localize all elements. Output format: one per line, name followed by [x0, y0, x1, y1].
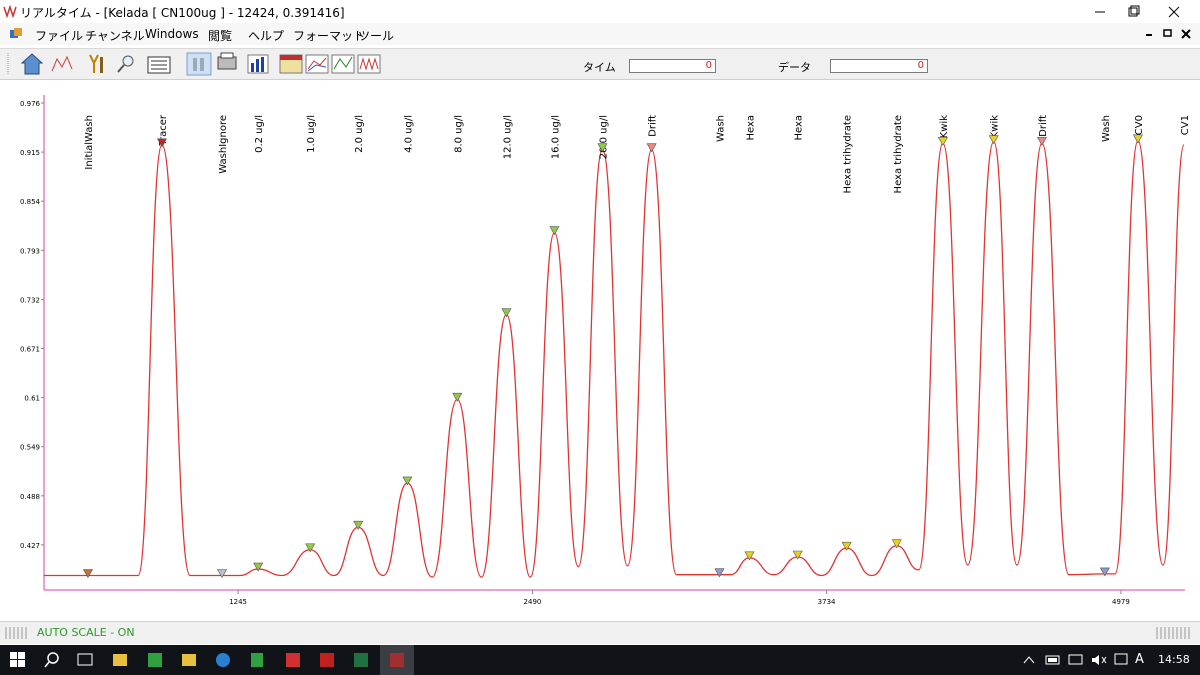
- peak-label: Drift: [648, 115, 659, 137]
- peak-label: 1.0 ug/l: [306, 115, 317, 153]
- peak-marker: [82, 569, 93, 579]
- data-value: 0: [830, 59, 928, 73]
- peak-marker: [217, 569, 228, 579]
- taskbar: A 14:58: [0, 645, 1200, 675]
- peak-label: Hexa: [746, 115, 757, 141]
- peak-marker: [841, 541, 852, 551]
- menu-item[interactable]: 閲覧: [208, 29, 233, 43]
- peak-label: 2.0 ug/l: [354, 115, 365, 153]
- chart: 0.976 0.915 0.854 0.793 0.732 0.671 0.61 0.549 0…: [0, 80, 1200, 620]
- window-controls[interactable]: [1085, 0, 1200, 23]
- peak-label: Wash: [1101, 115, 1112, 142]
- y-tick-label: 0.488: [20, 493, 40, 501]
- peak-marker: [891, 539, 902, 549]
- peak-marker: [549, 226, 560, 236]
- menu-item[interactable]: チャンネル: [85, 29, 145, 43]
- chart-area: 0.976 0.915 0.854 0.793 0.732 0.671 0.61 0.549 0…: [0, 80, 1200, 620]
- peak-label: Hexa trihydrate: [893, 115, 904, 193]
- y-tick-label: 0.793: [20, 247, 40, 255]
- menu-icon: [10, 28, 22, 38]
- peak-marker: [937, 136, 948, 146]
- y-tick-label: 0.61: [24, 395, 40, 403]
- y-tick-label: 0.549: [20, 444, 40, 452]
- window-title: リアルタイム - [Kelada [ CN100ug ] - 12424, 0.…: [20, 6, 345, 20]
- y-tick-label: 0.671: [20, 346, 40, 354]
- peak-marker: [253, 562, 264, 572]
- peak-label: 0.2 ug/l: [254, 115, 265, 153]
- x-tick-label: 4979: [1112, 598, 1130, 606]
- status-text: AUTO SCALE - ON: [37, 626, 135, 639]
- peak-marker: [402, 476, 413, 486]
- x-tick-label: 1245: [229, 598, 247, 606]
- peak-label: WashIgnore: [218, 115, 229, 174]
- peak-label: 4.0 ug/l: [403, 115, 414, 153]
- peak-label: Wash: [715, 115, 726, 142]
- app-icon: [3, 4, 17, 18]
- chart-background: [0, 80, 1200, 620]
- peak-marker: [988, 135, 999, 145]
- peak-label: 20.0 ug/l: [598, 115, 609, 159]
- y-tick-label: 0.915: [20, 149, 40, 157]
- y-tick-label: 0.976: [20, 100, 41, 108]
- y-tick-label: 0.427: [20, 542, 40, 550]
- mdi-controls[interactable]: [1140, 25, 1196, 43]
- status-bar: AUTO SCALE - ON: [0, 621, 1200, 644]
- peak-label: CV1: [1180, 115, 1191, 135]
- peak-label: Drift: [1038, 115, 1049, 137]
- peak-marker: [1099, 567, 1110, 577]
- ime-indicator[interactable]: A: [1135, 652, 1144, 667]
- clock[interactable]: 14:58: [1158, 653, 1190, 666]
- peak-label: CV0: [1134, 115, 1145, 135]
- menu-bar: ファイル チャンネル Windows 閲覧 ヘルプ フォーマット ツール: [0, 23, 1200, 45]
- title-bar: リアルタイム - [Kelada [ CN100ug ] - 12424, 0.…: [0, 0, 1200, 23]
- time-label: タイム: [583, 61, 616, 74]
- peak-label: Kwik: [990, 115, 1001, 139]
- peak-label: 12.0 ug/l: [502, 115, 513, 159]
- y-tick-label: 0.732: [20, 296, 40, 304]
- peak-label: 16.0 ug/l: [550, 115, 561, 159]
- peak-marker: [792, 550, 803, 560]
- peak-marker: [1036, 136, 1047, 146]
- peak-marker: [714, 568, 725, 578]
- peak-label: InitialWash: [84, 115, 95, 170]
- peak-marker: [501, 308, 512, 318]
- peak-label: Hexa: [794, 115, 805, 141]
- peak-label: 8.0 ug/l: [453, 115, 464, 153]
- menu-item[interactable]: ツール: [358, 29, 395, 43]
- data-label: データ: [778, 61, 811, 74]
- peak-marker: [156, 138, 167, 148]
- peak-marker: [1132, 134, 1143, 144]
- taskbar-icons[interactable]: [0, 645, 420, 675]
- menu-item[interactable]: フォーマット: [293, 29, 366, 43]
- peak-marker: [305, 543, 316, 553]
- time-value: 0: [629, 59, 716, 73]
- y-tick-label: 0.854: [20, 198, 41, 206]
- peak-marker: [353, 520, 364, 530]
- peak-marker: [597, 143, 608, 153]
- peak-label: Tracer: [158, 114, 169, 147]
- peak-marker: [744, 551, 755, 561]
- menu-item[interactable]: Windows: [145, 27, 199, 41]
- toolbar: タイム 0 データ 0: [0, 48, 1200, 80]
- peak-marker: [646, 143, 657, 153]
- tray-icons[interactable]: [1020, 645, 1130, 675]
- status-grip: [5, 627, 27, 639]
- peak-label: Kwik: [939, 115, 950, 139]
- status-grip-right: [1156, 627, 1190, 639]
- peak-marker: [452, 392, 463, 402]
- x-tick-label: 2490: [524, 598, 542, 606]
- x-tick-label: 3734: [818, 598, 836, 606]
- menu-item[interactable]: ファイル: [35, 29, 84, 43]
- toolbar-icons[interactable]: [0, 49, 400, 79]
- peak-label: Hexa trihydrate: [843, 115, 854, 193]
- menu-item[interactable]: ヘルプ: [248, 29, 285, 43]
